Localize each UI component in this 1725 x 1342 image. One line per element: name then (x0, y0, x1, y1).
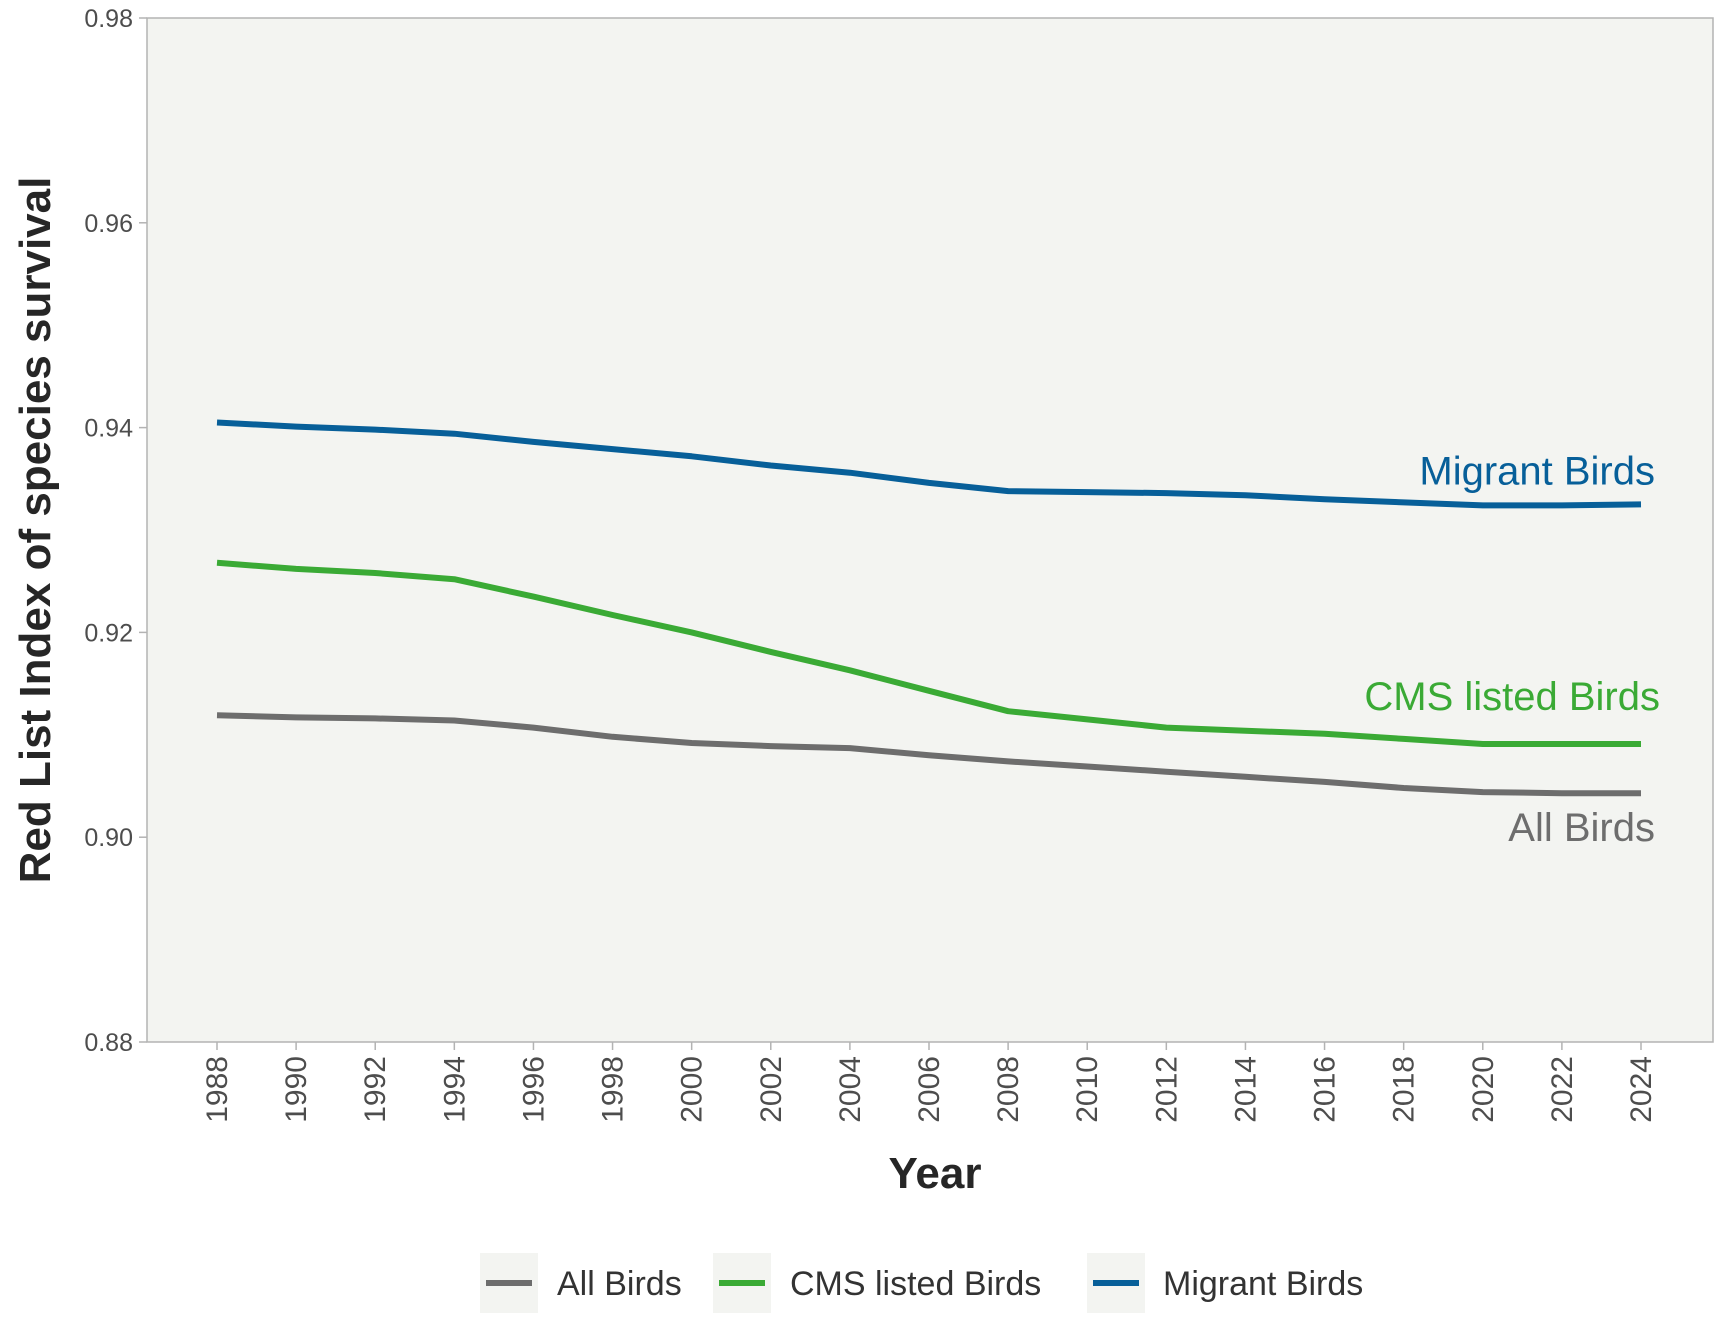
x-tick-label: 2004 (834, 1056, 867, 1123)
x-tick-label: 2020 (1467, 1056, 1500, 1123)
x-tick-label: 2012 (1150, 1056, 1183, 1123)
x-tick-label: 2010 (1071, 1056, 1104, 1123)
x-tick-label: 2002 (755, 1056, 788, 1123)
y-tick-label: 0.98 (84, 5, 133, 33)
series-line-cms-listed-birds (216, 559, 1641, 747)
x-tick-label: 1990 (280, 1056, 313, 1123)
y-axis-title: Red List Index of species survival (11, 177, 60, 884)
x-tick-label: 1996 (517, 1056, 550, 1123)
series-labels: All Birds CMS listed Birds Migrant Birds (1364, 449, 1660, 850)
legend-label-all-birds: All Birds (557, 1265, 682, 1303)
x-tick-label: 1994 (438, 1056, 471, 1123)
x-tick-label: 2018 (1388, 1056, 1421, 1123)
x-tick-label: 2006 (913, 1056, 946, 1123)
x-tick-label: 2022 (1546, 1056, 1579, 1123)
y-tick-label: 0.94 (84, 415, 133, 443)
series-layer (216, 419, 1642, 797)
series-line-all-birds (216, 712, 1641, 797)
series-label-migrant-birds: Migrant Birds (1419, 449, 1655, 493)
series-label-all-birds: All Birds (1508, 806, 1655, 850)
x-tick-label: 2024 (1625, 1056, 1658, 1123)
x-axis-title: Year (889, 1149, 982, 1198)
x-tick-label: 2014 (1229, 1056, 1262, 1123)
legend: All Birds CMS listed Birds Migrant Birds (480, 1253, 1363, 1313)
y-tick-label: 0.88 (84, 1029, 133, 1057)
y-axis: 0.88 0.90 0.92 0.94 0.96 0.98 (84, 5, 147, 1057)
legend-label-cms-listed-birds: CMS listed Birds (790, 1265, 1041, 1303)
legend-label-migrant-birds: Migrant Birds (1163, 1265, 1363, 1303)
y-tick-label: 0.92 (84, 619, 133, 647)
x-tick-label: 1998 (597, 1056, 630, 1123)
y-tick-label: 0.96 (84, 210, 133, 238)
x-tick-label: 2000 (676, 1056, 709, 1123)
series-label-cms-listed-birds: CMS listed Birds (1364, 675, 1660, 719)
series-line-migrant-birds (216, 419, 1642, 509)
plot-panel (146, 17, 1714, 1043)
x-tick-label: 2008 (992, 1056, 1025, 1123)
x-tick-label: 2016 (1309, 1056, 1342, 1123)
x-axis: 1988 1990 1992 1994 1996 1998 2000 2002 2004 2006… (201, 1042, 1658, 1123)
y-tick-label: 0.90 (84, 824, 133, 852)
x-tick-label: 1992 (359, 1056, 392, 1123)
x-tick-label: 1988 (201, 1056, 234, 1123)
